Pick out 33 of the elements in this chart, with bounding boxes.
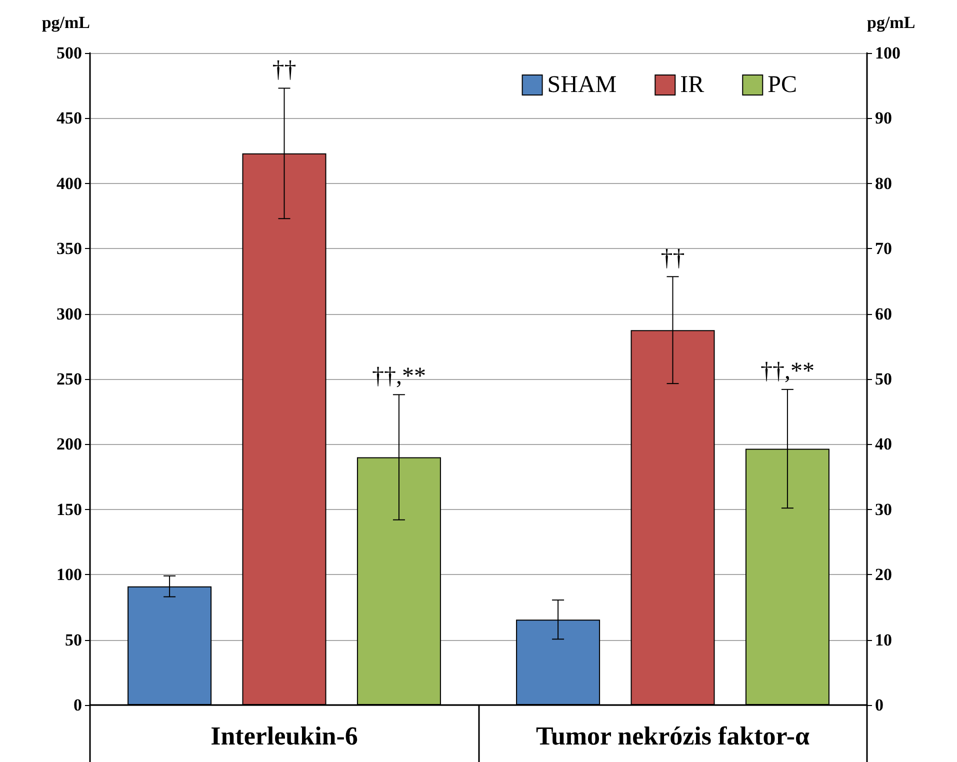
- y-tick-label: 150: [56, 500, 82, 519]
- y-axis-title: pg/mL: [42, 13, 90, 32]
- legend-label: IR: [680, 72, 704, 98]
- y2-tick-label: 50: [875, 370, 892, 388]
- y2-tick-label: 10: [875, 630, 892, 650]
- y-tick-label: 0: [74, 696, 82, 714]
- legend-label: SHAM: [547, 72, 617, 98]
- y-tick-label: 500: [56, 44, 82, 62]
- y2-tick-label: 40: [875, 434, 892, 454]
- y-tick-label: 100: [56, 565, 82, 584]
- y2-tick-label: 80: [875, 174, 892, 193]
- legend-label: PC: [768, 72, 798, 98]
- y-tick-label: 400: [56, 174, 82, 193]
- y-tick-label: 250: [56, 370, 82, 388]
- x-tick-label: Tumor nekrózis faktor-α: [536, 722, 810, 750]
- y2-axis-title: pg/mL: [867, 13, 916, 32]
- data-label: ††,**: [372, 364, 426, 390]
- y-tick-label: 350: [56, 239, 82, 258]
- y2-tick-label: 100: [875, 44, 900, 62]
- y2-tick-label: 0: [875, 696, 884, 714]
- y2-tick-label: 90: [875, 108, 892, 128]
- y-tick-label: 200: [56, 434, 82, 454]
- y-tick-label: 450: [56, 108, 82, 128]
- y2-tick-label: 60: [875, 304, 892, 324]
- data-label: ††: [660, 246, 685, 272]
- x-tick-label: Interleukin-6: [210, 722, 358, 750]
- y2-tick-label: 30: [875, 500, 892, 519]
- data-label: ††,**: [760, 358, 814, 384]
- data-label: ††: [272, 57, 296, 84]
- y2-tick-label: 70: [875, 239, 892, 258]
- y2-tick-label: 20: [875, 565, 892, 584]
- y-tick-label: 300: [56, 304, 82, 324]
- y-tick-label: 50: [65, 630, 82, 650]
